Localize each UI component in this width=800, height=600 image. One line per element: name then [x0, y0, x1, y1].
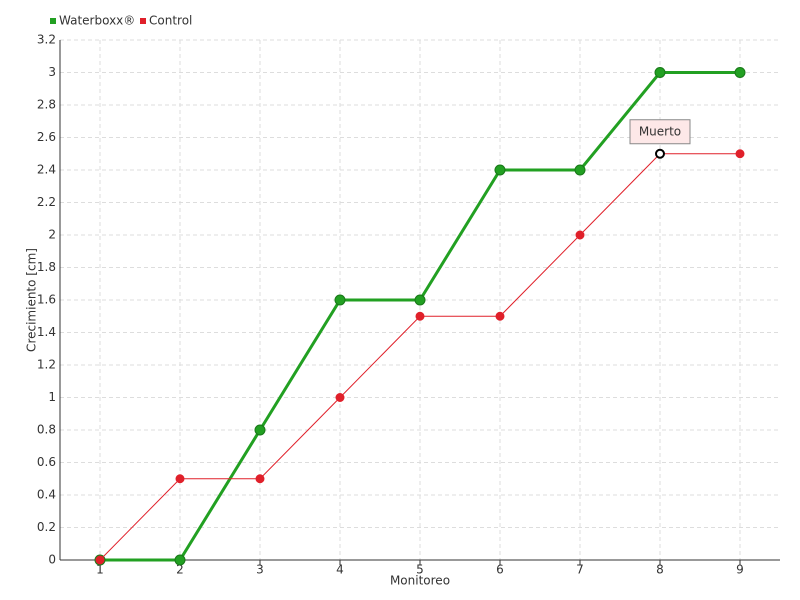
legend-label: Control [149, 14, 192, 28]
data-point [255, 474, 265, 484]
y-tick-label: 2 [48, 228, 56, 242]
y-tick-label: 1.4 [37, 325, 56, 339]
data-point [735, 149, 745, 159]
data-point [655, 148, 665, 159]
x-tick-label: 7 [576, 563, 584, 577]
y-tick-label: 0.2 [37, 520, 56, 534]
x-tick-label: 8 [656, 563, 664, 577]
data-point [575, 230, 585, 240]
y-tick-label: 0.4 [37, 488, 56, 502]
y-axis-label: Crecimiento [cm] [25, 248, 39, 352]
data-point [495, 311, 505, 321]
data-point [174, 554, 186, 566]
y-tick-label: 1.6 [37, 293, 56, 307]
data-point [734, 67, 746, 78]
y-tick-label: 2.6 [37, 130, 56, 144]
y-tick-label: 2.2 [37, 195, 56, 209]
y-tick-label: 3 [48, 65, 56, 79]
data-point [334, 294, 346, 306]
data-point [415, 311, 425, 321]
y-tick-label: 1 [48, 390, 56, 404]
data-point [175, 474, 185, 484]
y-tick-label: 3.2 [37, 33, 56, 47]
data-point [335, 393, 345, 402]
y-tick-label: 0.8 [37, 423, 56, 437]
legend-swatch [140, 18, 146, 24]
y-tick-label: 2.4 [37, 163, 56, 177]
annotation-text: Muerto [639, 124, 681, 138]
data-point [414, 294, 426, 306]
data-point [574, 164, 586, 176]
data-point [254, 424, 266, 436]
x-tick-label: 5 [416, 563, 424, 577]
x-tick-label: 4 [336, 563, 344, 577]
data-point [654, 67, 666, 78]
y-tick-label: 1.8 [37, 260, 56, 274]
x-tick-label: 1 [96, 563, 104, 577]
y-tick-label: 0.6 [37, 455, 56, 469]
data-point [95, 555, 105, 565]
legend-label: Waterboxx® [59, 14, 135, 28]
y-tick-label: 0 [48, 553, 56, 567]
y-tick-label: 2.8 [37, 98, 56, 112]
y-tick-label: 1.2 [37, 358, 56, 372]
data-point [494, 164, 506, 176]
x-tick-label: 9 [736, 563, 744, 577]
annotation-box [629, 119, 691, 145]
x-axis-label: Monitoreo [390, 574, 450, 588]
legend-swatch [50, 18, 56, 24]
x-tick-label: 3 [256, 563, 264, 577]
x-tick-label: 6 [496, 563, 504, 577]
x-tick-label: 2 [176, 563, 184, 577]
